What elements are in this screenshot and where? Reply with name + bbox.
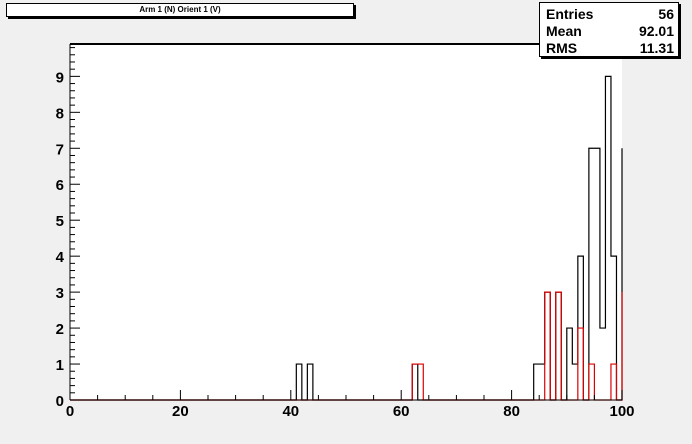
stats-rms-label: RMS xyxy=(546,39,578,56)
y-tick-label: 8 xyxy=(56,105,64,122)
y-tick-label: 5 xyxy=(56,213,64,230)
y-tick-label: 6 xyxy=(56,177,64,194)
stats-entries-label: Entries xyxy=(546,5,594,22)
stats-row-entries: Entries 56 xyxy=(546,5,674,22)
y-tick-label: 2 xyxy=(56,321,64,338)
y-tick-label: 3 xyxy=(56,285,64,302)
x-tick-label: 80 xyxy=(503,403,520,420)
x-tick-label: 60 xyxy=(393,403,410,420)
x-tick-label: 20 xyxy=(172,403,189,420)
y-tick-label: 7 xyxy=(56,141,64,158)
x-tick-label: 0 xyxy=(66,403,74,420)
y-tick-label: 1 xyxy=(56,357,64,374)
stats-mean-value: 92.01 xyxy=(638,22,674,39)
y-tick-label: 4 xyxy=(56,249,65,266)
stats-mean-label: Mean xyxy=(546,22,582,39)
x-tick-label: 40 xyxy=(282,403,299,420)
stats-entries-value: 56 xyxy=(658,5,674,22)
stats-row-mean: Mean 92.01 xyxy=(546,22,674,39)
stats-rms-value: 11.31 xyxy=(639,39,674,56)
stats-box: Entries 56 Mean 92.01 RMS 11.31 xyxy=(539,2,679,57)
plot-area xyxy=(70,44,622,400)
y-tick-label: 0 xyxy=(56,393,64,410)
histogram-title: Arm 1 (N) Orient 1 (V) xyxy=(6,3,354,17)
x-tick-label: 100 xyxy=(609,403,634,420)
stats-row-rms: RMS 11.31 xyxy=(546,39,674,56)
y-tick-label: 9 xyxy=(56,69,64,86)
